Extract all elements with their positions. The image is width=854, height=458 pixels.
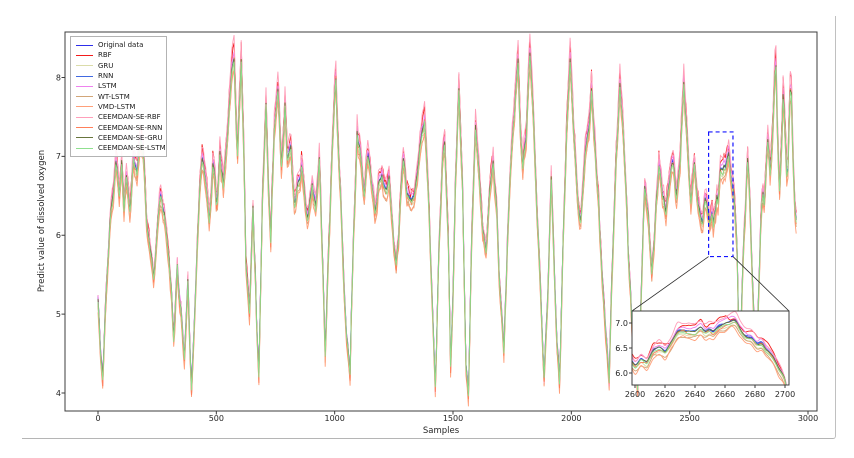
legend-item-LSTM: LSTM bbox=[76, 81, 162, 91]
legend-item-VMD-LSTM: VMD-LSTM bbox=[76, 102, 162, 112]
legend-line-swatch bbox=[76, 54, 93, 56]
legend-line-swatch bbox=[76, 106, 93, 108]
series-lines-group bbox=[97, 33, 797, 407]
series-line-CEEMDAN-SE-LSTM bbox=[97, 55, 797, 397]
legend-item-Original-data: Original data bbox=[76, 40, 162, 50]
legend-label: WT-LSTM bbox=[98, 92, 130, 101]
legend-label: CEEMDAN-SE-GRU bbox=[98, 133, 163, 142]
inset-series-group bbox=[632, 311, 787, 385]
legend-line-swatch bbox=[76, 75, 93, 77]
y-tick-label: 4 bbox=[56, 389, 61, 398]
y-axis-label: Predict value of dissolved oxygen bbox=[37, 150, 47, 292]
legend-line-swatch bbox=[76, 96, 93, 98]
legend-label: CEEMDAN-SE-RNN bbox=[98, 123, 163, 132]
legend-item-CEEMDAN-SE-GRU: CEEMDAN-SE-GRU bbox=[76, 133, 163, 143]
zoom-annotation-group bbox=[631, 131, 790, 312]
inset-ticks-group: 2600 2620 2640 2660 2680 2700 6.0 6.5 7.0 bbox=[615, 319, 795, 399]
inset-x-tick-label: 2600 bbox=[625, 390, 645, 399]
inset-series-line-CEEMDAN-SE-LSTM bbox=[632, 321, 787, 385]
x-tick-label: 0 bbox=[95, 414, 100, 423]
legend-label: RBF bbox=[98, 51, 112, 60]
inset-x-tick-label: 2620 bbox=[655, 390, 675, 399]
legend-label: RNN bbox=[98, 72, 114, 81]
inset-x-tick-label: 2700 bbox=[775, 390, 795, 399]
legend-label: CEEMDAN-SE-RBF bbox=[98, 113, 161, 122]
legend-item-CEEMDAN-SE-RNN: CEEMDAN-SE-RNN bbox=[76, 122, 162, 132]
y-tick-label: 6 bbox=[56, 231, 61, 240]
zoom-connector-left bbox=[631, 256, 709, 312]
legend-label: Original data bbox=[98, 41, 144, 50]
x-tick-label: 2000 bbox=[561, 414, 581, 423]
legend: Original data RBF GRU RNN LSTM WT-LSTM VMD-LST… bbox=[70, 36, 167, 158]
legend-label: GRU bbox=[98, 61, 114, 70]
inset-y-tick-label: 6.5 bbox=[615, 344, 628, 353]
inset-axes-box bbox=[631, 310, 790, 386]
legend-line-swatch bbox=[76, 85, 93, 87]
x-axis-label: Samples bbox=[423, 426, 460, 436]
legend-item-RNN: RNN bbox=[76, 71, 162, 81]
legend-line-swatch bbox=[76, 65, 93, 67]
inset-x-tick-label: 2640 bbox=[685, 390, 705, 399]
y-tick-label: 8 bbox=[56, 73, 61, 82]
inset-series-line-WT-LSTM bbox=[632, 324, 785, 385]
inset-series-line-RBF bbox=[632, 315, 787, 385]
legend-line-swatch bbox=[76, 127, 93, 129]
zoom-region-rect bbox=[707, 131, 734, 258]
legend-item-WT-LSTM: WT-LSTM bbox=[76, 91, 162, 101]
y-tick-label: 5 bbox=[56, 310, 61, 319]
inset-x-tick-label: 2660 bbox=[715, 390, 735, 399]
y-tick-label: 7 bbox=[56, 152, 61, 161]
x-tick-label: 500 bbox=[209, 414, 224, 423]
axes-group: 0 500 1000 1500 2000 2500 3000 4 5 6 7 8 bbox=[56, 31, 818, 423]
legend-label: VMD-LSTM bbox=[98, 102, 136, 111]
x-tick-label: 1500 bbox=[443, 414, 463, 423]
inset-series-line-VMD-LSTM bbox=[632, 325, 785, 385]
axes-spines bbox=[64, 31, 818, 412]
legend-label: LSTM bbox=[98, 82, 117, 91]
inset-series-line-CEEMDAN-SE-GRU bbox=[632, 319, 787, 385]
legend-line-swatch bbox=[76, 116, 93, 118]
inset-series-line-CEEMDAN-SE-RBF bbox=[632, 311, 787, 385]
inset-y-tick-label: 6.0 bbox=[615, 369, 628, 378]
legend-line-swatch bbox=[76, 147, 93, 149]
legend-item-RBF: RBF bbox=[76, 50, 162, 60]
x-tick-label: 2500 bbox=[679, 414, 699, 423]
legend-label: CEEMDAN-SE-LSTM bbox=[98, 144, 166, 153]
legend-item-GRU: GRU bbox=[76, 61, 162, 71]
legend-item-CEEMDAN-SE-RBF: CEEMDAN-SE-RBF bbox=[76, 112, 162, 122]
inset-y-tick-label: 7.0 bbox=[615, 319, 628, 328]
legend-item-CEEMDAN-SE-LSTM: CEEMDAN-SE-LSTM bbox=[76, 143, 166, 153]
x-tick-label: 3000 bbox=[798, 414, 818, 423]
inset-x-tick-label: 2680 bbox=[745, 390, 765, 399]
inset-series-line-GRU bbox=[632, 324, 786, 385]
inset-axes-group bbox=[631, 310, 790, 386]
legend-line-swatch bbox=[76, 137, 93, 139]
legend-line-swatch bbox=[76, 44, 93, 46]
zoom-connector-right bbox=[732, 256, 790, 312]
x-tick-label: 1000 bbox=[324, 414, 344, 423]
